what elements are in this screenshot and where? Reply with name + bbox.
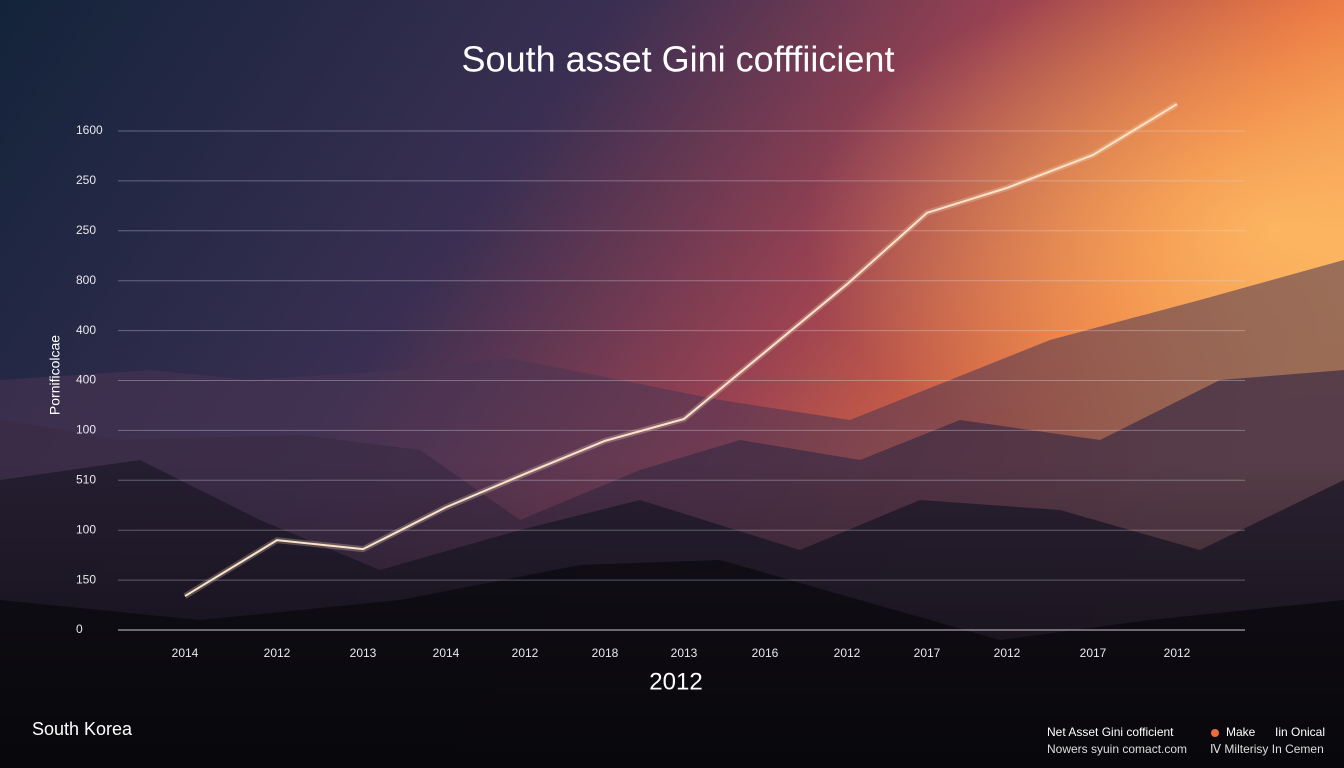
x-tick-label: 2018 xyxy=(592,646,619,660)
legend-label: Net Asset Gini cofficient xyxy=(1047,725,1174,739)
x-axis-title: 2012 xyxy=(649,668,702,695)
x-tick-label: 2013 xyxy=(671,646,698,660)
chart-title: South asset Gini cofffiicient xyxy=(462,39,895,80)
y-tick-label: 250 xyxy=(76,173,96,187)
y-tick-label: 400 xyxy=(76,323,96,337)
y-tick-label: 800 xyxy=(76,273,96,287)
y-tick-label: 100 xyxy=(76,522,96,536)
x-tick-label: 2012 xyxy=(264,646,291,660)
x-tick-label: 2012 xyxy=(512,646,539,660)
x-tick-label: 2017 xyxy=(1080,646,1107,660)
legend-item: Make xyxy=(1226,725,1256,739)
x-tick-label: 2012 xyxy=(834,646,861,660)
x-tick-label: 2016 xyxy=(752,646,779,660)
x-tick-label: 2014 xyxy=(433,646,460,660)
legend-note: Nowers syuin comact.com xyxy=(1047,742,1187,756)
legend-item: Iin Onical xyxy=(1275,725,1325,739)
line xyxy=(184,103,1178,597)
y-tick-label: 400 xyxy=(76,373,96,387)
y-tick-label: 250 xyxy=(76,223,96,237)
x-tick-label: 2012 xyxy=(994,646,1021,660)
x-tick-label: 2013 xyxy=(350,646,377,660)
y-axis-title: Pornificolcae xyxy=(47,335,63,415)
legend-swatch xyxy=(1211,729,1219,737)
y-tick-label: 150 xyxy=(76,572,96,586)
y-tick-label: 1600 xyxy=(76,123,103,137)
x-tick-label: 2014 xyxy=(172,646,199,660)
x-tick-label: 2017 xyxy=(914,646,941,660)
x-tick-label: 2012 xyxy=(1164,646,1191,660)
y-tick-label: 100 xyxy=(76,423,96,437)
legend-note: Ⅳ Milterisy In Cemen xyxy=(1210,742,1324,756)
y-tick-label: 0 xyxy=(76,622,83,636)
footer-label: South Korea xyxy=(32,719,133,739)
y-tick-label: 510 xyxy=(76,472,96,486)
